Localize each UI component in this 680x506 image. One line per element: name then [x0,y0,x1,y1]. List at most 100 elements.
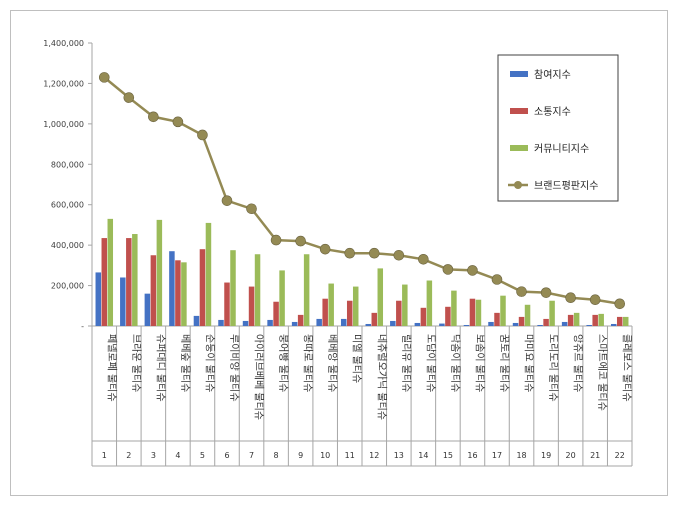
y-tick-label: 1,200,000 [43,79,84,88]
brand-index-point-18 [516,286,527,297]
bar-2-12 [371,312,378,326]
bar-2-20 [567,314,574,326]
bar-3-7 [254,254,261,326]
bar-2-19 [543,318,549,326]
bar-3-17 [500,295,506,326]
bar-2-14 [420,307,427,326]
bar-3-18 [524,304,531,326]
bar-3-1 [107,218,114,326]
category-label: 몽따로 물티슈 [302,334,314,392]
category-label: 순둥이 물티슈 [203,334,215,392]
bar-2-7 [248,286,255,326]
category-label: 베베앙 물티슈 [326,334,338,392]
rank-label: 8 [274,451,279,460]
rank-label: 19 [541,451,551,460]
rank-label: 11 [345,451,355,460]
category-label: 마미요 물티슈 [523,334,535,392]
legend-label: 브랜드평판지수 [534,180,598,192]
category-label: 루이비양 물티슈 [228,334,240,402]
bar-2-1 [101,238,108,326]
rank-label: 4 [175,451,180,460]
brand-index-point-20 [565,292,576,304]
y-tick-label: 800,000 [51,160,84,169]
brand-index-point-5 [197,129,208,141]
category-label: 베베숲 물티슈 [179,334,191,392]
rank-label: 3 [151,451,156,460]
bar-2-2 [126,238,132,326]
bar-1-3 [144,293,151,326]
category-label: 붕어빵 물티슈 [277,334,289,392]
rank-label: 16 [467,451,477,460]
bar-3-9 [303,254,310,326]
rank-label: 5 [200,451,205,460]
brand-index-point-9 [295,235,306,247]
bar-2-21 [592,314,598,326]
rank-label: 10 [320,451,330,460]
bar-1-11 [340,318,347,326]
brand-index-point-7 [246,203,257,215]
bar-1-16 [463,324,470,326]
bar-3-16 [475,299,482,326]
bar-1-7 [242,320,249,326]
brand-index-line [103,76,620,305]
rank-label: 7 [249,451,254,460]
legend-label: 참여지수 [534,69,571,81]
rank-label: 9 [298,451,303,460]
brand-index-point-6 [221,195,233,206]
bar-2-18 [518,316,525,326]
category-label: 도리도리 물티슈 [547,334,559,402]
bar-1-8 [267,319,273,326]
bar-3-13 [402,284,408,326]
bar-3-21 [598,313,604,326]
y-tick-label: 200,000 [51,282,84,291]
bar-2-5 [199,249,206,326]
rank-label: 14 [418,451,428,460]
category-label: 아이러브베베 물티슈 [253,334,265,420]
bar-3-15 [451,290,457,326]
category-label: 스마트에코 물티슈 [596,334,608,411]
brand-index-point-13 [393,249,405,261]
bar-1-19 [537,324,543,326]
bar-3-22 [622,316,629,326]
y-tick-label: 600,000 [51,201,84,210]
category-label: 브라운 물티슈 [130,334,142,392]
brand-index-point-4 [172,116,184,128]
bar-1-14 [414,322,421,326]
bar-2-11 [346,300,353,326]
bar-1-12 [365,323,372,326]
bar-3-19 [549,300,555,326]
category-label: 꿈토리 물티슈 [498,334,510,392]
legend-label: 소통지수 [534,106,571,118]
rank-label: 2 [126,451,131,460]
bar-1-9 [291,321,298,326]
brand-index-point-11 [344,247,356,259]
brand-index-point-14 [418,253,429,265]
rank-label: 18 [516,451,526,460]
brand-index-point-1 [98,72,110,83]
bar-2-22 [616,316,623,326]
brand-index-point-22 [614,298,626,310]
bar-1-21 [586,324,592,326]
bar-1-22 [610,323,617,326]
legend-swatch [510,71,528,77]
category-label: 릴리유 물티슈 [400,334,413,392]
bar-1-1 [95,272,102,326]
bar-3-11 [352,286,359,326]
y-tick-label: 400,000 [51,241,84,250]
bar-1-4 [169,251,175,326]
brand-index-point-21 [589,294,601,306]
bar-3-4 [181,262,187,326]
legend-label: 커뮤니티지수 [534,143,589,155]
bar-3-5 [205,222,212,326]
bar-1-18 [512,322,519,326]
bar-1-20 [561,321,568,326]
bar-3-2 [132,234,138,326]
bar-2-13 [396,300,402,326]
bar-3-8 [279,270,285,326]
category-label: 닥솜이 물티슈 [449,334,461,392]
brand-index-point-8 [270,234,282,246]
rank-label: 1 [102,451,107,460]
category-label: 미엘 물티슈 [351,334,364,383]
bar-1-17 [488,321,494,326]
category-label: 도담이 물티슈 [424,334,436,392]
